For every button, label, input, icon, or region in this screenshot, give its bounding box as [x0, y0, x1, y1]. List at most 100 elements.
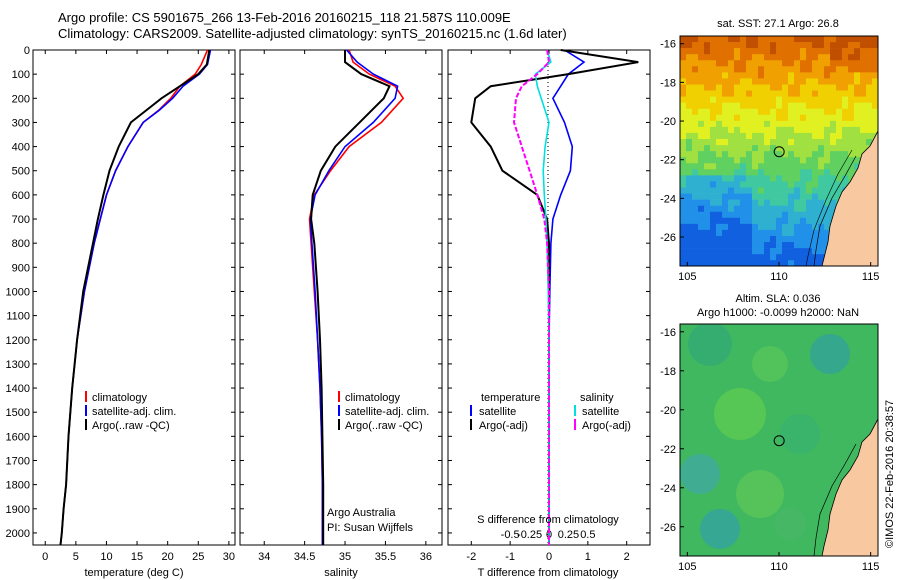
sst-cell — [782, 36, 789, 43]
sst-cell — [770, 175, 777, 182]
sst-cell — [728, 114, 735, 122]
sst-cell — [722, 163, 729, 170]
sst-cell — [746, 84, 753, 91]
sst-cell — [830, 66, 837, 73]
sst-cell — [758, 126, 765, 134]
sst-cell — [860, 54, 867, 61]
sst-cell — [698, 96, 705, 103]
sst-cell — [794, 96, 801, 103]
sst-cell — [818, 199, 825, 206]
sst-cell — [788, 66, 795, 73]
sst-cell — [704, 157, 711, 164]
sst-cell — [824, 84, 831, 91]
sst-cell — [800, 132, 807, 140]
sst-cell — [812, 211, 819, 219]
sst-cell — [782, 205, 789, 213]
sst-cell — [764, 175, 771, 182]
sst-cell — [728, 205, 735, 213]
sst-cell — [818, 169, 825, 176]
x-tick-label: 34.5 — [294, 551, 315, 563]
sst-cell — [704, 139, 711, 146]
sst-cell — [746, 151, 753, 158]
sst-cell — [854, 139, 861, 146]
argo-location-marker — [773, 435, 785, 447]
sst-cell — [782, 114, 789, 122]
sst-cell — [806, 139, 813, 146]
sla-anomaly — [688, 324, 732, 366]
sst-cell — [728, 78, 735, 85]
sst-cell — [866, 120, 873, 128]
sst-cell — [836, 145, 843, 152]
temperature-xlabel: temperature (deg C) — [84, 567, 183, 579]
sst-cell — [698, 72, 705, 79]
legend-label-argo: Argo(..raw -QC) — [92, 420, 170, 432]
sst-cell — [854, 151, 861, 158]
sst-cell — [800, 169, 807, 176]
sst-cell — [722, 181, 729, 188]
sst-cell — [782, 254, 789, 261]
sst-cell — [764, 78, 771, 85]
sst-cell — [836, 114, 843, 122]
sst-cell — [842, 36, 849, 43]
sst-cell — [830, 54, 837, 61]
x-tick-label: 10 — [100, 551, 112, 563]
sst-cell — [824, 132, 831, 140]
sst-cell — [686, 72, 693, 79]
depth-tick-label: 700 — [12, 214, 30, 226]
sst-cell — [692, 72, 699, 79]
sst-cell — [812, 72, 819, 79]
sst-cell — [740, 54, 747, 61]
sst-cell — [740, 157, 747, 164]
sst-cell — [704, 163, 711, 170]
sst-cell — [740, 36, 747, 43]
sst-cell — [806, 163, 813, 170]
depth-tick-label: 600 — [12, 190, 30, 202]
sst-cell — [824, 163, 831, 170]
legend-label-t-satellite: satellite — [479, 406, 516, 418]
sst-cell — [728, 126, 735, 134]
sst-cell — [716, 126, 723, 134]
sst-cell — [692, 151, 699, 158]
sst-cell — [770, 211, 777, 219]
sst-cell — [704, 48, 711, 55]
sst-cell — [830, 163, 837, 170]
sst-cell — [794, 211, 801, 219]
sst-cell — [728, 96, 735, 103]
sst-cell — [788, 217, 795, 225]
sst-cell — [686, 187, 693, 194]
sst-cell — [824, 54, 831, 61]
depth-tick-label: 500 — [12, 166, 30, 178]
sst-cell — [746, 126, 753, 134]
sst-cell — [686, 181, 693, 188]
sst-cell — [716, 48, 723, 55]
sst-cell — [680, 139, 687, 146]
sst-cell — [818, 260, 825, 266]
sst-cell — [710, 235, 717, 243]
sst-cell — [836, 120, 843, 128]
sst-cell — [740, 248, 747, 255]
sst-cell — [728, 163, 735, 170]
sst-cell — [698, 157, 705, 164]
sst-cell — [764, 248, 771, 255]
sst-cell — [692, 248, 699, 255]
latitude-tick-label: -24 — [660, 193, 676, 205]
sst-cell — [710, 42, 717, 49]
sst-cell — [722, 90, 729, 97]
legend-title-temperature: temperature — [481, 392, 540, 404]
sst-cell — [740, 254, 747, 261]
sst-cell — [686, 139, 693, 146]
sst-cell — [728, 90, 735, 97]
sst-cell — [704, 248, 711, 255]
sst-cell — [806, 157, 813, 164]
sst-cell — [770, 217, 777, 225]
sst-cell — [716, 108, 723, 116]
sst-cell — [704, 54, 711, 61]
sst-cell — [824, 223, 831, 231]
sst-cell — [740, 223, 747, 231]
sst-cell — [764, 229, 771, 237]
sst-cell — [776, 169, 783, 176]
sst-cell — [758, 242, 765, 249]
sst-cell — [848, 151, 855, 158]
sst-cell — [800, 96, 807, 103]
sst-cell — [722, 139, 729, 146]
